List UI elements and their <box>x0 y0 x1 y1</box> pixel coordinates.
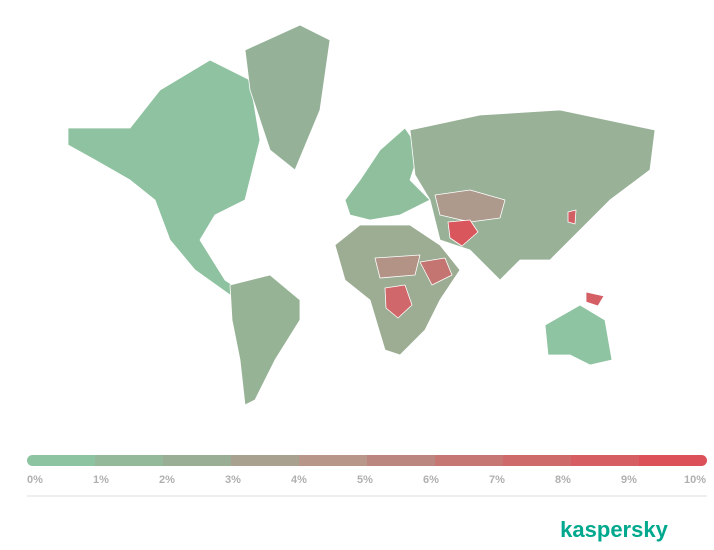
afghanistan <box>447 219 479 247</box>
legend-tick-label: 5% <box>357 474 373 486</box>
legend-segment <box>435 455 504 466</box>
north-america <box>67 59 261 296</box>
legend-segment <box>367 455 436 466</box>
korea <box>567 209 577 225</box>
legend-tick-label: 9% <box>621 474 637 486</box>
legend-segment <box>639 455 707 466</box>
south-america <box>229 274 301 406</box>
legend-segment <box>571 455 640 466</box>
europe <box>344 127 431 221</box>
legend-segment <box>27 455 96 466</box>
legend-segment <box>503 455 572 466</box>
legend-tick-label: 1% <box>93 474 109 486</box>
legend-tick-label: 6% <box>423 474 439 486</box>
greenland <box>244 24 331 171</box>
legend-tick-label: 0% <box>27 474 43 486</box>
legend-tick-label: 4% <box>291 474 307 486</box>
legend-segment <box>231 455 300 466</box>
legend-tick-label: 10% <box>684 474 706 486</box>
logo: kaspersky <box>560 517 668 542</box>
sahel <box>374 254 421 279</box>
australia <box>544 304 613 366</box>
papua <box>585 291 605 307</box>
legend-tick-label: 8% <box>555 474 571 486</box>
legend-segment <box>95 455 164 466</box>
legend-tick-label: 7% <box>489 474 505 486</box>
legend-tick-label: 3% <box>225 474 241 486</box>
world-map <box>67 24 656 406</box>
legend-segment <box>299 455 368 466</box>
legend-tick-label: 2% <box>159 474 175 486</box>
central-asia <box>434 189 506 223</box>
horn-of-africa <box>419 257 453 286</box>
central-africa <box>384 284 413 319</box>
legend-segment <box>163 455 232 466</box>
legend: 0% 1% 2% 3% 4% 5% 6% 7% 8% 9% 10% <box>27 455 707 486</box>
